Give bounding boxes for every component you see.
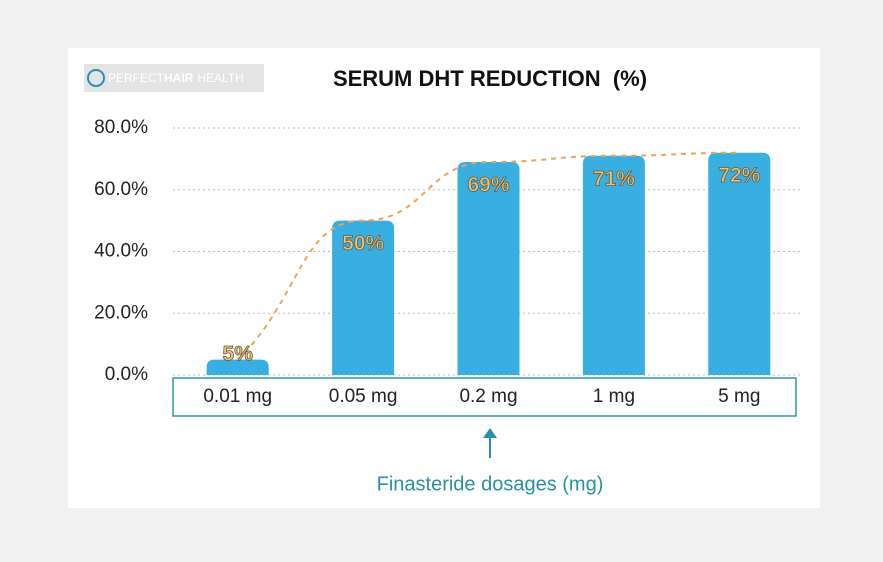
value-label: 50% [342, 232, 384, 255]
bar [457, 161, 520, 375]
x-tick-label: 0.01 mg [203, 386, 272, 407]
bar [332, 220, 395, 375]
value-label: 71% [593, 167, 635, 190]
value-label: 69% [467, 174, 509, 197]
y-tick-label: 60.0% [94, 179, 148, 200]
x-tick-label: 0.05 mg [329, 386, 398, 407]
arrow-head [483, 428, 497, 438]
chart-title: SERUM DHT REDUCTION (%) [333, 66, 647, 91]
y-tick-label: 20.0% [94, 302, 148, 323]
bar [582, 155, 645, 375]
y-tick-label: 0.0% [105, 364, 148, 385]
logo-part: HEALTH [197, 71, 243, 85]
value-label: 5% [223, 343, 254, 366]
card [68, 48, 820, 508]
category-box [172, 377, 797, 417]
y-tick-label: 40.0% [94, 241, 148, 262]
x-tick-label: 1 mg [593, 386, 635, 407]
logo-text: PERFECTHAIR HEALTH [108, 71, 244, 85]
x-tick-label: 0.2 mg [459, 386, 517, 407]
value-label: 72% [718, 164, 760, 187]
logo-part: PERFECT [108, 71, 165, 85]
bar [206, 359, 269, 375]
logo-part: HAIR [164, 71, 194, 85]
x-axis-label: Finasteride dosages (mg) [377, 473, 604, 495]
bar [708, 152, 771, 375]
logo-icon [87, 69, 105, 87]
y-tick-label: 80.0% [94, 117, 148, 138]
trend-line [237, 151, 740, 361]
logo-box [84, 64, 264, 92]
x-tick-label: 5 mg [718, 386, 760, 407]
